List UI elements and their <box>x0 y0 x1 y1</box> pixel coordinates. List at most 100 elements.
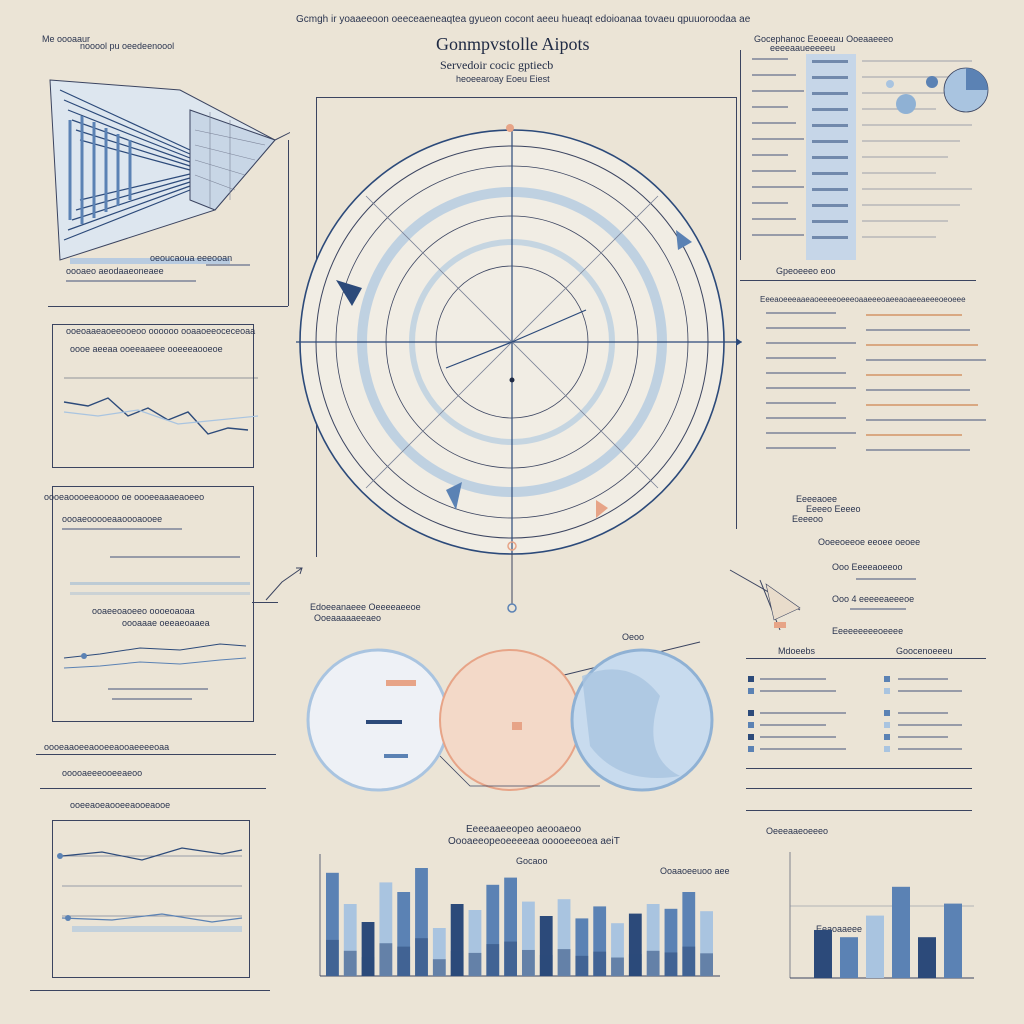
text-line <box>766 432 856 434</box>
mid-caption-2: ooooaeeeooeeaeoo <box>62 768 143 778</box>
page-subtitle-2: heoeearoay Eoeu Eiest <box>456 74 550 84</box>
diagram-label-2: Ooeaaaaaeeaeo <box>314 613 382 623</box>
legend-item-3: Eeeeeeeeeoeeee <box>832 626 904 636</box>
connector-line <box>288 140 289 306</box>
venn-label: Oeoo <box>622 632 645 642</box>
mini-bar <box>918 937 936 978</box>
page-subtitle: Servedoir cocic gptiecb <box>440 58 554 72</box>
text-row-line <box>862 60 972 62</box>
figure-caption-b: oeoucaoua eeeooan <box>150 253 233 263</box>
mini-bar <box>840 937 858 978</box>
bar-segment <box>593 951 607 976</box>
main-bar-chart <box>319 854 720 977</box>
bar-segment <box>326 939 339 976</box>
text-row-line <box>752 154 788 156</box>
table-cell-line <box>760 736 836 738</box>
text-row-bar <box>812 172 848 175</box>
panel-3-heading: ooeeaoeaooeeaooeaooe <box>70 800 171 810</box>
legend-swatch <box>884 734 890 740</box>
text-row-line <box>862 236 936 238</box>
legend-swatch <box>884 746 890 752</box>
text-line <box>766 372 846 374</box>
text-row-line <box>752 218 796 220</box>
table-cell-line <box>898 678 948 680</box>
mini-bar <box>892 886 910 978</box>
mini-bar-label: Eeaoaaeee <box>816 924 863 934</box>
table-cell-line <box>760 678 826 680</box>
pie-figure <box>886 67 989 114</box>
bar-segment <box>432 959 446 976</box>
table-cell-line <box>898 690 962 692</box>
text-row-line <box>862 76 960 78</box>
text-line <box>866 359 986 361</box>
legend-swatch <box>748 676 754 682</box>
legend-swatch <box>884 676 890 682</box>
bar-segment <box>415 938 428 976</box>
text-row-line <box>752 74 796 76</box>
text-line <box>766 357 836 359</box>
mid-caption: oooeaaoeeaooeeaooaeeeeoaa <box>44 742 170 752</box>
diagram-frame-right <box>736 97 737 529</box>
mini-bar-chart <box>789 852 974 979</box>
bar-chart-side-label: Ooaaoeeuoo aee <box>660 866 730 876</box>
text-row-line <box>752 202 788 204</box>
bar-chart-axis-label: Gocaoo <box>516 856 548 866</box>
figure-caption-a: oooaeo aeodaaeoneaee <box>66 266 164 276</box>
table-head-left: Mdoeebs <box>778 646 816 656</box>
text-line <box>766 417 846 419</box>
text-row-line <box>862 172 936 174</box>
dense-heading: Eeeaoeeeaaeaoeeeeoeeeoaaeeeoaeeaoaeeaeee… <box>760 295 966 304</box>
text-row-bar <box>812 220 848 223</box>
panel-2-line-chart <box>63 643 247 669</box>
text-row-bar <box>812 76 848 79</box>
text-line <box>766 312 836 314</box>
cluster-label-3: Eeeeoo <box>792 514 824 524</box>
panel-1-subheading: oooe aeeaa ooeeaaeee ooeeeaooeoe <box>70 344 223 354</box>
table-cell-line <box>898 712 948 714</box>
legend-swatch <box>748 688 754 694</box>
text-line <box>866 434 962 436</box>
legend-swatch <box>748 722 754 728</box>
text-row-line <box>862 204 960 206</box>
panel-2-note-1: ooaeeoaoeeo oooeoaoaa <box>92 606 195 616</box>
left-panel-2 <box>52 486 254 722</box>
right-bottom-label: Oeeeaaeoeeeo <box>766 826 829 836</box>
mini-bar <box>814 930 832 978</box>
cluster-label-1: Eeeeaoee <box>796 494 838 504</box>
text-line <box>866 449 970 451</box>
circular-diagram <box>296 124 742 613</box>
table-cell-line <box>760 724 826 726</box>
legend-swatch <box>884 722 890 728</box>
bar-segment <box>504 941 517 976</box>
bar-chart-title: Eeeeaaeeopeo aeooaeoo <box>466 824 582 835</box>
text-row-line <box>752 122 796 124</box>
mini-bar <box>866 915 884 978</box>
table-cell-line <box>760 690 836 692</box>
text-line <box>766 447 836 449</box>
bar-segment <box>557 949 571 976</box>
text-row-line <box>752 106 788 108</box>
right-header-2: eeeeaaueeeeeu <box>770 43 836 53</box>
bar-segment <box>361 957 375 976</box>
bar-segment <box>450 950 464 976</box>
text-row-line <box>752 234 804 236</box>
text-line <box>866 374 962 376</box>
venn-diagram <box>306 641 714 792</box>
page-title: Gonmpvstolle Aipots <box>436 34 590 54</box>
text-row-bar <box>812 92 848 95</box>
panel-3-chart <box>57 847 243 932</box>
text-line <box>866 344 978 346</box>
legend-item-2: Ooo 4 eeeeeaeeeoe <box>832 594 915 604</box>
bar-segment <box>397 946 411 976</box>
diagram-frame-top <box>316 97 736 98</box>
panel-1-line-chart <box>63 377 259 435</box>
cluster-label-4: Ooeeoeeoe eeoee oeoee <box>818 537 921 547</box>
bar-segment <box>539 955 553 976</box>
text-row-line <box>752 138 804 140</box>
panel-2-heading: oooeaoooeeaoooo oe oooeeaaaeaoeeo <box>44 492 205 502</box>
text-row-line <box>752 170 796 172</box>
text-row-bar <box>812 124 848 127</box>
text-row-line <box>752 58 788 60</box>
text-row-line <box>862 92 948 94</box>
legend-swatch <box>748 710 754 716</box>
